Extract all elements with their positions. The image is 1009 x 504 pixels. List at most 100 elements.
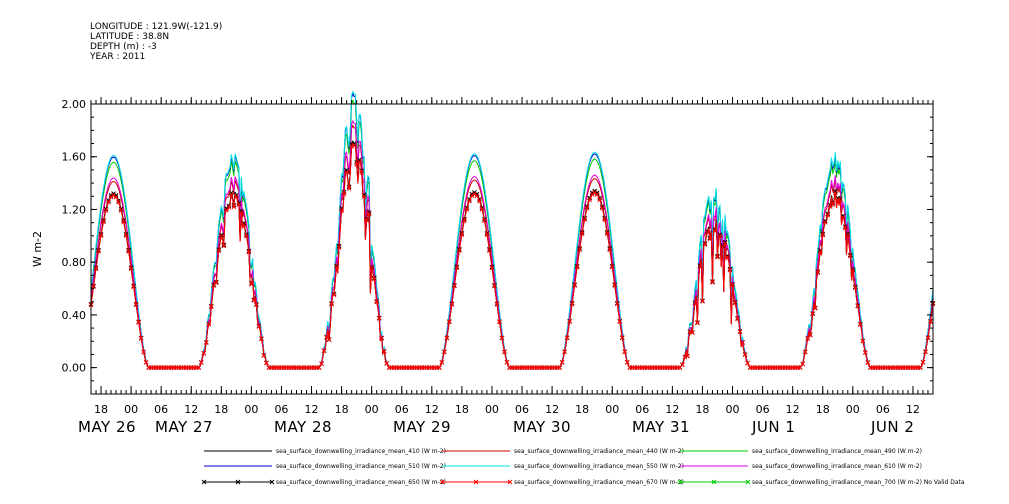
x-tick-label: 12 — [906, 403, 920, 416]
series-point — [334, 264, 339, 270]
series-point — [592, 190, 598, 196]
series-point — [489, 265, 495, 271]
legend-label: sea_surface_downwelling_irradiance_mean_… — [752, 479, 965, 486]
series-point — [825, 212, 831, 218]
series-point — [599, 205, 605, 211]
series-point — [830, 202, 836, 207]
series-point — [113, 194, 119, 200]
y-axis-label: W m-2 — [31, 231, 44, 267]
series-point — [371, 276, 377, 282]
series-point — [464, 207, 470, 212]
series-point — [231, 204, 237, 210]
series-point — [487, 248, 492, 253]
series-point — [123, 233, 129, 238]
series-point — [822, 219, 828, 225]
series-point — [800, 361, 806, 367]
series-layer — [88, 90, 936, 370]
series-point — [201, 350, 207, 356]
series-point — [577, 247, 583, 253]
series-point — [361, 194, 367, 199]
x-tick-label: 12 — [425, 403, 439, 416]
x-tick-label: 06 — [756, 403, 770, 416]
series-point — [439, 360, 445, 365]
series-point — [574, 264, 580, 270]
series-point — [737, 329, 743, 335]
series-point — [374, 299, 380, 305]
series-point — [233, 194, 239, 200]
series-point — [216, 248, 222, 254]
series-point — [359, 170, 364, 175]
series-point — [589, 192, 595, 197]
legend-marker — [507, 479, 513, 485]
series-point — [254, 302, 259, 308]
series-point — [594, 192, 600, 197]
metadata-block: LONGITUDE : 121.9W(-121.9) LATITUDE : 38… — [90, 22, 222, 62]
series-point — [725, 254, 730, 260]
x-tick-label: 18 — [335, 403, 349, 416]
series-point — [208, 304, 214, 310]
series-point — [436, 365, 442, 370]
series-point — [251, 298, 257, 303]
x-tick-label: 00 — [124, 403, 138, 416]
series-point — [206, 321, 212, 327]
x-tick-label: 06 — [876, 403, 890, 416]
series-point — [239, 208, 244, 214]
series-point — [614, 301, 620, 307]
series-point — [845, 231, 851, 237]
x-tick-label: 00 — [726, 403, 740, 416]
series-point — [740, 340, 745, 345]
series-point — [316, 365, 322, 370]
series-point — [619, 335, 625, 341]
series-point — [685, 353, 690, 359]
series-point — [236, 202, 242, 208]
series-point — [356, 159, 362, 165]
series-point — [707, 236, 713, 242]
series-point — [582, 217, 588, 222]
series-point — [852, 285, 858, 291]
series-point — [807, 332, 813, 338]
series-point — [141, 349, 146, 355]
x-day-label: MAY 27 — [155, 418, 213, 436]
series-point — [384, 361, 390, 366]
series-point — [612, 283, 618, 288]
series-point — [131, 284, 136, 290]
series-point — [559, 360, 565, 365]
series-point — [136, 319, 141, 325]
series-point — [712, 228, 718, 234]
series-point — [617, 319, 623, 325]
series-point — [832, 188, 838, 194]
series-point — [126, 249, 131, 254]
x-tick-label: 12 — [305, 403, 319, 416]
longitude-label: LONGITUDE : 121.9W(-121.9) — [90, 22, 223, 32]
x-day-label: MAY 31 — [632, 418, 690, 436]
series-point — [702, 242, 708, 248]
y-tick-label: 0.40 — [62, 309, 87, 322]
series-point — [562, 349, 567, 355]
series-point — [494, 302, 500, 307]
x-day-label: MAY 30 — [513, 418, 571, 436]
series-point — [810, 311, 816, 317]
x-tick-label: 18 — [455, 403, 469, 416]
series-point — [198, 360, 204, 365]
series-point — [837, 196, 843, 201]
series-point — [381, 349, 387, 354]
series-point — [845, 232, 851, 238]
series-point — [446, 319, 452, 325]
legend-label: sea_surface_downwelling_irradiance_mean_… — [514, 479, 684, 486]
legend-marker — [201, 479, 207, 485]
legend-label: sea_surface_downwelling_irradiance_mean_… — [276, 463, 446, 470]
series-point — [722, 239, 728, 245]
legend-label: sea_surface_downwelling_irradiance_mean_… — [514, 448, 684, 455]
series-point — [121, 219, 126, 225]
series-point — [484, 232, 490, 237]
series-point — [379, 335, 385, 341]
series-point — [607, 247, 613, 253]
series-point — [918, 365, 923, 370]
series-point — [722, 240, 728, 246]
series-point — [108, 194, 114, 200]
x-tick-label: 06 — [515, 403, 529, 416]
series-point — [459, 232, 465, 237]
series-point — [369, 265, 375, 271]
x-tick-label: 06 — [274, 403, 288, 416]
